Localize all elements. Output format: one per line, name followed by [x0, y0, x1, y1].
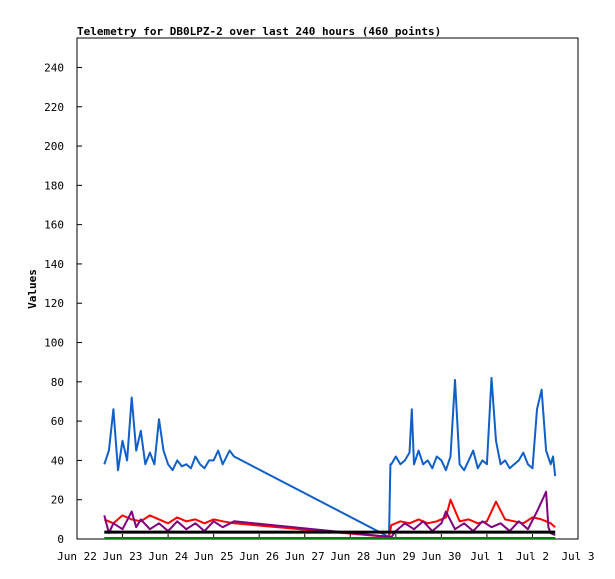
x-tick-label: Jun 24 [148, 550, 188, 563]
x-tick-label: Jun 25 [194, 550, 234, 563]
series-line-1 [103, 376, 557, 538]
x-axis: Jun 22 Jun 23 Jun 24 Jun 25 Jun 26 Jun 27 Jun … [57, 534, 595, 563]
x-tick-label: Jun 27 [285, 550, 325, 563]
y-axis-title: Values [26, 269, 39, 309]
x-tick-label: Jun 30 [421, 550, 461, 563]
x-tick-label: Jun 23 [103, 550, 143, 563]
plot-frame [76, 37, 579, 540]
y-tick-label: 120 [44, 297, 64, 310]
x-tick-label: Jul 3 [561, 550, 594, 563]
x-tick-label: Jul 2 [516, 550, 549, 563]
series-line-2 [103, 498, 556, 538]
y-tick-label: 220 [44, 101, 64, 114]
x-tick-label: Jul 1 [470, 550, 503, 563]
x-tick-label: Jun 22 [57, 550, 97, 563]
x-tick-label: Jun 28 [330, 550, 370, 563]
x-tick-label: Jun 29 [376, 550, 416, 563]
y-tick-label: 40 [51, 454, 64, 467]
y-tick-label: 60 [51, 415, 64, 428]
series-layer [103, 376, 557, 539]
y-tick-label: 140 [44, 258, 64, 271]
y-tick-label: 0 [57, 533, 64, 546]
y-axis: 0 20 40 60 80 100 120 140 160 180 200 220 240 [44, 61, 82, 546]
y-tick-label: 80 [51, 376, 64, 389]
y-tick-label: 160 [44, 219, 64, 232]
y-tick-label: 100 [44, 337, 64, 350]
y-tick-label: 240 [44, 61, 64, 74]
y-tick-label: 180 [44, 179, 64, 192]
y-tick-label: 20 [51, 494, 64, 507]
chart-title: Telemetry for DB0LPZ-2 over last 240 hou… [77, 25, 441, 38]
x-tick-label: Jun 26 [239, 550, 279, 563]
y-tick-label: 200 [44, 140, 64, 153]
series-line-3 [103, 490, 556, 538]
